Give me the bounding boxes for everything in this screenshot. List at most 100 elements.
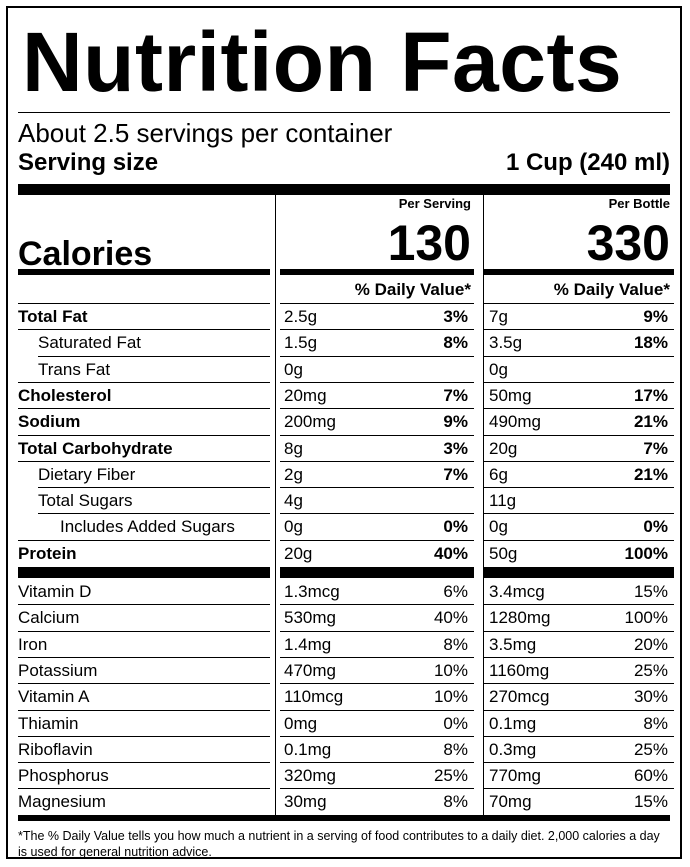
row-divider (280, 487, 474, 489)
per-bottle-header: Per Bottle (608, 196, 670, 211)
amount-per-bottle: 0.3mg (489, 739, 537, 759)
amount-per-serving: 8g (284, 438, 303, 458)
daily-value-header-col2: % Daily Value* (553, 280, 670, 299)
row-divider (280, 381, 474, 383)
serving-thick-bar (18, 184, 670, 195)
dv-per-serving: 8% (443, 792, 468, 812)
dv-per-serving: 0% (443, 517, 468, 537)
row-divider (280, 329, 474, 331)
row-divider (280, 513, 474, 515)
amount-per-serving: 0mg (284, 713, 318, 733)
row-divider (280, 434, 474, 436)
protein-bar-col1 (280, 567, 474, 578)
dv-per-serving: 3% (443, 438, 468, 458)
protein-bar-col2 (484, 567, 674, 578)
amount-per-serving: 1.3mcg (284, 582, 340, 601)
nutrient-name: Magnesium (18, 792, 106, 812)
row-divider (484, 735, 674, 737)
calories-bar-col2 (484, 269, 674, 275)
protein-bar-name (18, 567, 270, 578)
dv-per-bottle: 20% (633, 634, 668, 654)
row-divider (18, 604, 270, 606)
dv-per-serving: 9% (443, 412, 468, 432)
amount-per-serving: 470mg (284, 660, 336, 680)
dv-per-bottle: 8% (643, 713, 668, 733)
title-divider (18, 112, 670, 113)
row-divider (280, 539, 474, 541)
dv-per-serving: 0% (443, 713, 468, 733)
row-divider (280, 408, 474, 410)
servings-per-container: About 2.5 servings per container (18, 118, 393, 148)
amount-per-bottle: 11g (489, 491, 517, 511)
row-divider (484, 460, 674, 462)
amount-per-serving: 110mcg (284, 687, 344, 707)
row-divider (38, 513, 270, 515)
dv-per-serving: 25% (433, 766, 468, 786)
dv-per-bottle: 100% (624, 543, 668, 563)
row-divider (18, 408, 270, 410)
dv-per-bottle: 60% (633, 766, 668, 786)
nutrition-label: Nutrition Facts About 2.5 servings per c… (6, 6, 682, 859)
dv-per-serving: 40% (433, 543, 468, 563)
row-divider (18, 630, 270, 632)
row-divider (18, 381, 270, 383)
row-divider (38, 487, 270, 489)
amount-per-serving: 530mg (284, 608, 336, 628)
dv-per-serving: 8% (443, 739, 468, 759)
row-divider (484, 513, 674, 515)
row-divider (280, 735, 474, 737)
amount-per-bottle: 3.5mg (489, 634, 537, 654)
nutrient-name: Saturated Fat (38, 333, 142, 353)
row-divider (280, 683, 474, 685)
serving-size-value: 1 Cup (240 ml) (505, 149, 670, 176)
row-divider (280, 355, 474, 357)
amount-per-bottle: 0g (489, 359, 508, 379)
nutrient-name: Trans Fat (38, 359, 111, 379)
label-title: Nutrition Facts (22, 15, 623, 109)
dv-per-bottle: 100% (624, 608, 668, 628)
amount-per-bottle: 50mg (489, 385, 532, 405)
footnote: *The % Daily Value tells you how much a … (18, 829, 660, 859)
dv-per-serving: 10% (433, 687, 468, 707)
amount-per-serving: 0g (284, 517, 303, 537)
per-serving-header: Per Serving (398, 196, 471, 211)
amount-per-bottle: 3.5g (489, 333, 523, 353)
row-divider (18, 709, 270, 711)
nutrient-name: Vitamin D (18, 582, 92, 601)
row-divider (484, 539, 674, 541)
amount-per-serving: 20g (284, 543, 313, 563)
amount-per-bottle: 0g (489, 517, 508, 537)
amount-per-serving: 20mg (284, 385, 327, 405)
row-divider (18, 303, 270, 304)
nutrient-name: Vitamin A (18, 687, 90, 707)
row-divider (280, 460, 474, 462)
dv-per-serving: 3% (443, 307, 468, 326)
calories-bar-col1 (280, 269, 474, 275)
amount-per-bottle: 490mg (489, 412, 541, 432)
amount-per-bottle: 70mg (489, 792, 532, 812)
row-divider (18, 539, 270, 541)
footer-bar (18, 815, 670, 821)
dv-per-bottle: 15% (633, 792, 668, 812)
dv-per-bottle: 7% (643, 438, 668, 458)
dv-per-bottle: 25% (633, 739, 668, 759)
amount-per-bottle: 6g (489, 464, 508, 484)
row-divider (18, 788, 270, 790)
amount-per-serving: 0.1mg (284, 739, 332, 759)
nutrient-name: Thiamin (18, 713, 79, 733)
nutrient-name: Cholesterol (18, 385, 112, 405)
amount-per-serving: 1.4mg (284, 634, 332, 654)
dv-per-serving: 40% (433, 608, 468, 628)
row-divider (484, 630, 674, 632)
dv-per-bottle: 21% (633, 412, 668, 432)
row-divider (280, 303, 474, 304)
per-bottle-calories: 330 (586, 215, 670, 271)
amount-per-bottle: 0.1mg (489, 713, 537, 733)
nutrient-name: Dietary Fiber (38, 464, 136, 484)
row-divider (280, 604, 474, 606)
row-divider (18, 434, 270, 436)
dv-per-bottle: 25% (633, 660, 668, 680)
dv-per-bottle: 18% (633, 333, 668, 353)
nutrient-name: Includes Added Sugars (60, 517, 235, 537)
amount-per-bottle: 3.4mcg (489, 582, 545, 601)
